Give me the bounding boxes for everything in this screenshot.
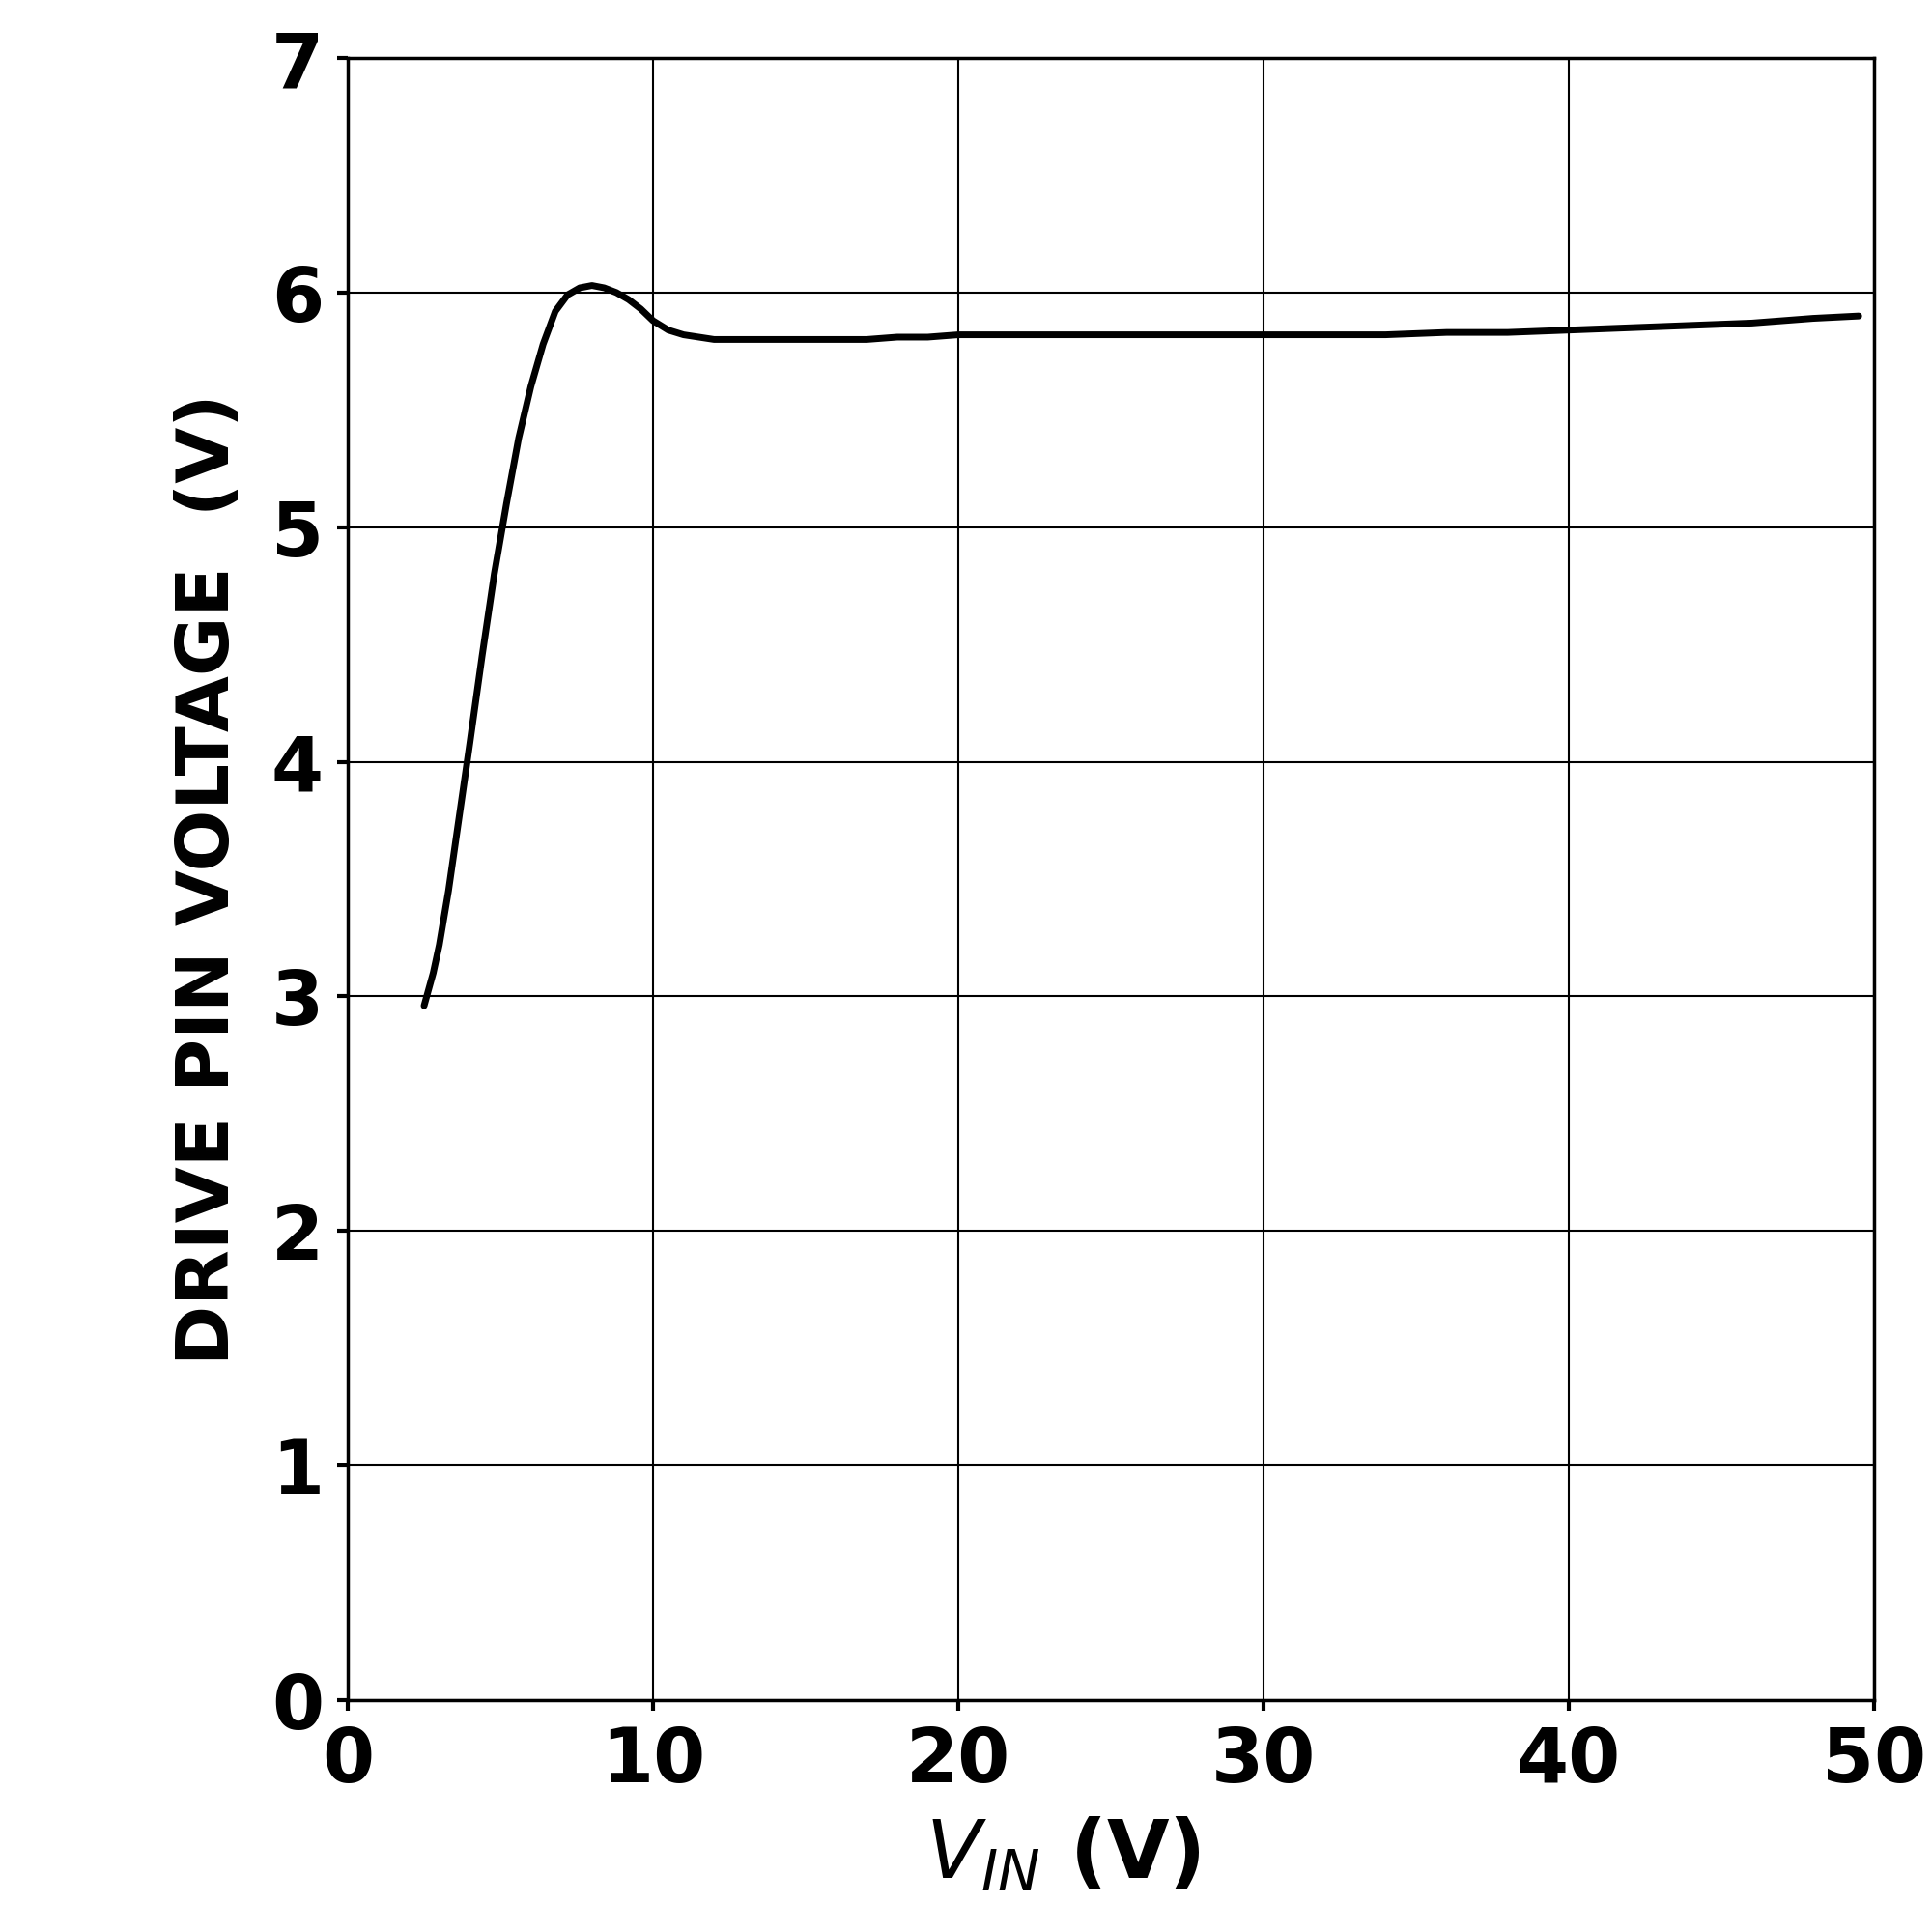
Y-axis label: DRIVE PIN VOLTAGE  (V): DRIVE PIN VOLTAGE (V) <box>174 394 243 1364</box>
Text: $V_{IN}$ (V): $V_{IN}$ (V) <box>925 1816 1200 1893</box>
